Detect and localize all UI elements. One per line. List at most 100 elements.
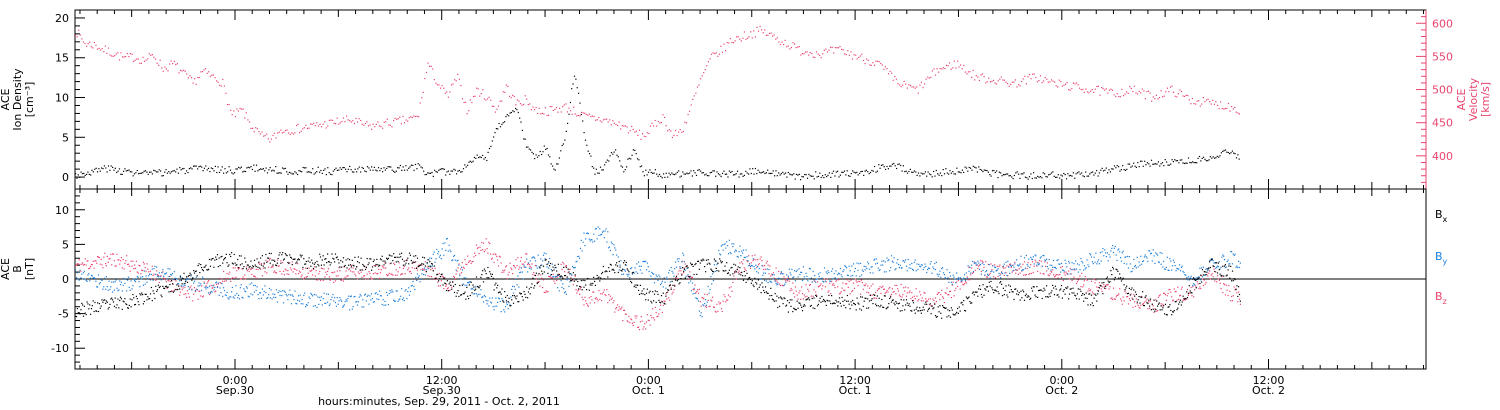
bz-series-point [860, 293, 862, 295]
by-series-point [781, 273, 783, 275]
bz-series-point [764, 268, 767, 270]
bx-series-point [248, 266, 250, 268]
bz-series-point [263, 263, 265, 265]
by-series-point [324, 302, 326, 304]
by-series-point [669, 281, 671, 283]
bz-series-point [367, 278, 369, 280]
by-series-point [446, 237, 448, 240]
bz-series-point [1157, 309, 1159, 312]
by-series-point [536, 267, 538, 269]
bz-series-point [664, 300, 666, 303]
bz-series-point [586, 302, 588, 305]
density-series-point [830, 176, 832, 178]
bz-series-point [727, 299, 729, 301]
density-series-point [112, 166, 114, 168]
bz-series-point [826, 278, 828, 280]
bx-series-point [191, 279, 193, 281]
by-series-point [1137, 266, 1139, 268]
by-series-point [1153, 255, 1155, 257]
by-series-point [1067, 273, 1069, 275]
bz-series-point [631, 319, 633, 321]
by-series-point [1041, 265, 1043, 268]
density-series-point [806, 177, 809, 179]
density-series-point [675, 173, 677, 175]
bz-series-point [549, 276, 551, 278]
density-series-point [817, 175, 820, 177]
velocity-series-point [1027, 76, 1029, 78]
bz-series-point [486, 248, 488, 250]
by-series-point [694, 292, 696, 294]
bz-series-point [678, 270, 680, 272]
by-series-point [481, 296, 483, 298]
velocity-series-point [933, 68, 935, 70]
density-series-point [1020, 173, 1022, 175]
by-series-point [776, 284, 778, 286]
density-series-point [735, 173, 737, 175]
bz-series-point [241, 268, 243, 270]
by-series-point [662, 286, 664, 288]
velocity-series-point [701, 75, 703, 77]
bx-series-point [516, 295, 518, 297]
bz-series-point [342, 280, 345, 282]
velocity-series-point [726, 41, 728, 44]
velocity-series-point [1071, 88, 1073, 90]
density-series-point [105, 167, 107, 169]
by-series-point [300, 303, 302, 305]
bz-series-point [365, 266, 367, 268]
bz-series-point [1134, 301, 1136, 303]
by-series-point [1157, 254, 1159, 256]
by-series-point [535, 265, 537, 267]
by-series-point [1120, 260, 1123, 262]
by-series-point [989, 277, 991, 279]
by-series-point [599, 228, 601, 230]
bz-series-point [512, 264, 515, 267]
density-series-point [976, 171, 978, 173]
bz-series-point [317, 279, 319, 281]
bz-series-point [592, 291, 594, 293]
by-series-point [631, 273, 633, 275]
velocity-series-point [845, 54, 847, 56]
velocity-series-point [809, 51, 811, 54]
by-series-point [679, 266, 681, 268]
by-series-point [686, 267, 688, 270]
by-series-point [1030, 256, 1032, 258]
density-series-point [1008, 175, 1010, 177]
density-series-point [517, 111, 519, 114]
density-series-point [542, 151, 544, 153]
velocity-series-point [380, 125, 382, 128]
bz-series-point [1120, 298, 1122, 300]
bz-series-point [1156, 310, 1158, 312]
bx-series-point [414, 261, 416, 263]
bz-series-point [1226, 289, 1228, 291]
bz-series-point [629, 321, 631, 324]
bx-series-point [465, 298, 467, 300]
density-series-point [550, 163, 552, 165]
density-series-point [1157, 161, 1159, 163]
velocity-series-point [1075, 82, 1078, 84]
bz-series-point [746, 260, 748, 262]
bz-series-point [289, 262, 291, 264]
by-series-point [498, 298, 500, 300]
by-series-point [518, 286, 520, 288]
by-series-point [851, 265, 853, 267]
velocity-series-point [580, 111, 583, 113]
bx-series-point [107, 308, 109, 310]
by-series-point [407, 291, 409, 293]
bz-series-point [961, 281, 963, 283]
by-series-point [158, 272, 160, 274]
density-series-point [147, 173, 149, 175]
bz-series-point [201, 285, 203, 287]
density-series-point [935, 169, 937, 172]
bz-series-point [589, 302, 591, 304]
bz-series-point [101, 264, 103, 266]
velocity-series-point [414, 115, 417, 118]
bz-series-point [939, 298, 941, 301]
density-series-point [850, 173, 852, 175]
bz-series-point [243, 278, 245, 280]
by-series-point [648, 270, 650, 273]
bx-series-point [486, 277, 488, 279]
bx-series-point [275, 264, 277, 266]
by-series-point [960, 280, 962, 282]
density-series-point [1048, 174, 1050, 176]
by-series-point [997, 268, 999, 270]
